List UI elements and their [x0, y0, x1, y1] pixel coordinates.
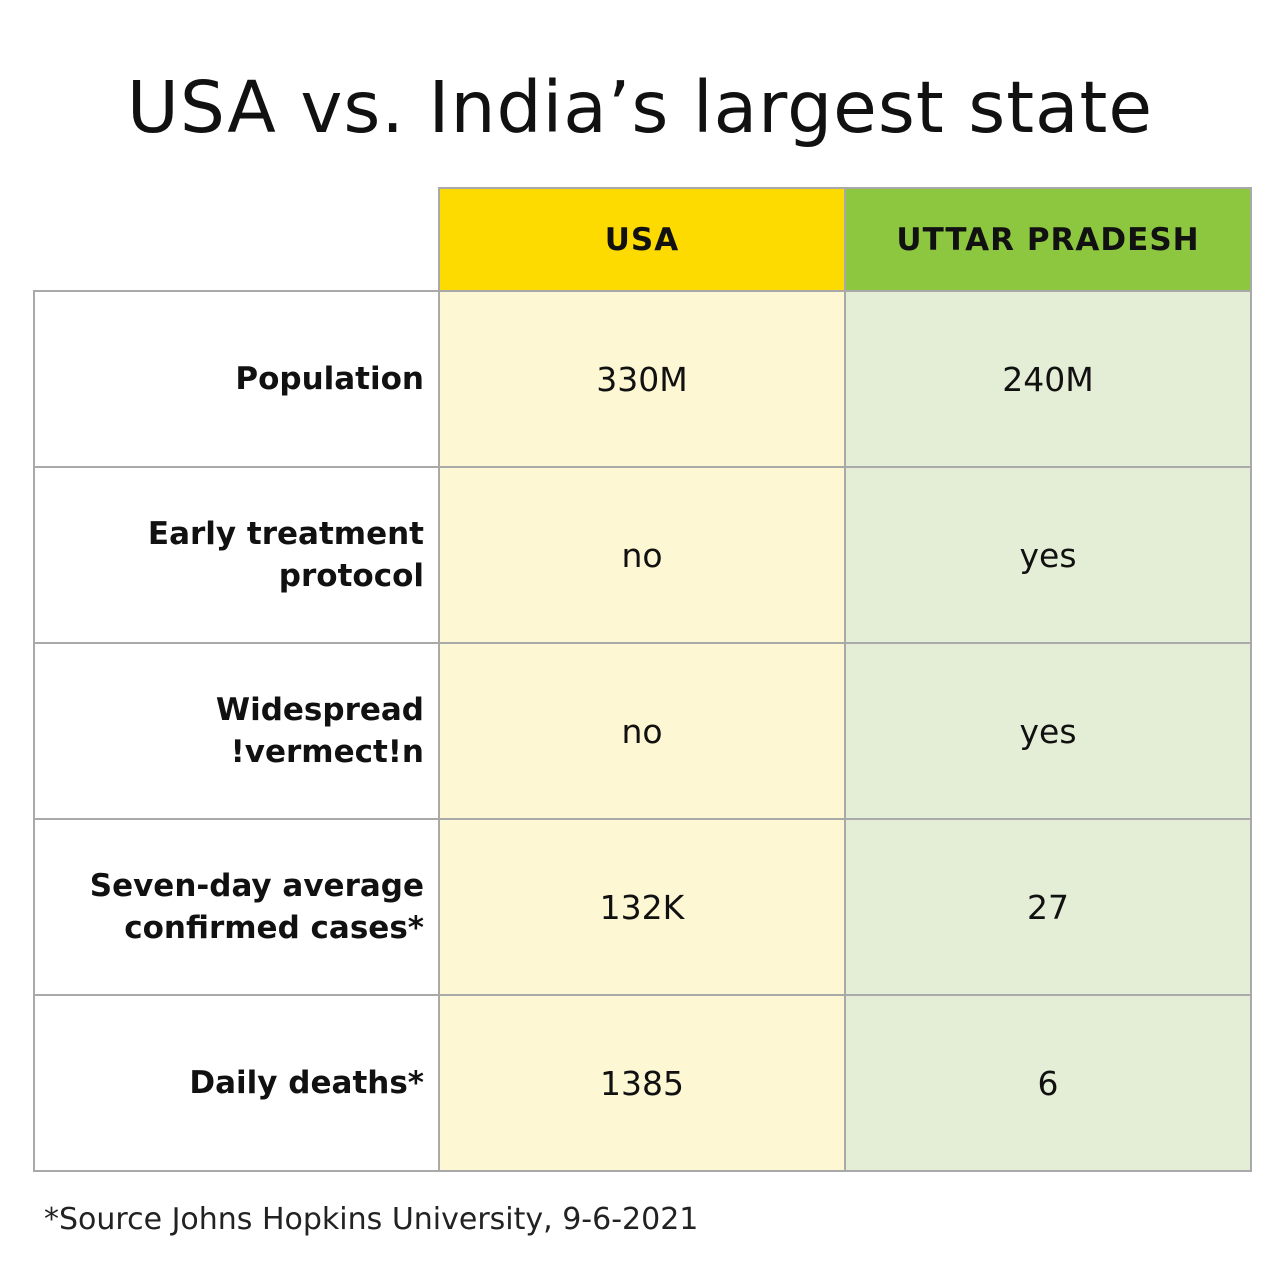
row-label: Population [33, 290, 440, 468]
cell-uttar-pradesh: 6 [844, 994, 1252, 1172]
cell-usa: 1385 [438, 994, 846, 1172]
row-label: Daily deaths* [33, 994, 440, 1172]
row-label: Widespread !vermect!n [33, 642, 440, 820]
table-row: Early treatment protocol no yes [33, 466, 1252, 644]
cell-usa: no [438, 642, 846, 820]
column-header-usa: USA [438, 187, 846, 292]
row-label-line: Early treatment [147, 516, 424, 552]
row-label-line: Daily deaths* [189, 1065, 424, 1101]
table-row: Daily deaths* 1385 6 [33, 994, 1252, 1172]
row-label-line: Seven-day average [89, 868, 424, 904]
source-footnote: *Source Johns Hopkins University, 9-6-20… [44, 1202, 699, 1237]
table-row: Seven-day average confirmed cases* 132K … [33, 818, 1252, 996]
row-label-line: Widespread [215, 692, 424, 728]
cell-usa: no [438, 466, 846, 644]
cell-uttar-pradesh: 240M [844, 290, 1252, 468]
row-label-line: Population [235, 361, 424, 397]
cell-uttar-pradesh: yes [844, 466, 1252, 644]
table-row: Population 330M 240M [33, 290, 1252, 468]
cell-usa: 132K [438, 818, 846, 996]
table-row: Widespread !vermect!n no yes [33, 642, 1252, 820]
table-header-row: USA UTTAR PRADESH [34, 187, 1252, 292]
row-label-line: !vermect!n [230, 734, 424, 770]
page-title: USA vs. India’s largest state [126, 66, 1154, 149]
cell-uttar-pradesh: 27 [844, 818, 1252, 996]
cell-uttar-pradesh: yes [844, 642, 1252, 820]
row-label: Early treatment protocol [33, 466, 440, 644]
row-label-line: confirmed cases* [124, 910, 424, 946]
row-label-line: protocol [278, 558, 424, 594]
comparison-table: USA UTTAR PRADESH Population 330M 240M E… [33, 187, 1252, 1172]
table-corner-blank [34, 188, 440, 292]
row-label: Seven-day average confirmed cases* [33, 818, 440, 996]
cell-usa: 330M [438, 290, 846, 468]
column-header-uttar-pradesh: UTTAR PRADESH [844, 187, 1252, 292]
